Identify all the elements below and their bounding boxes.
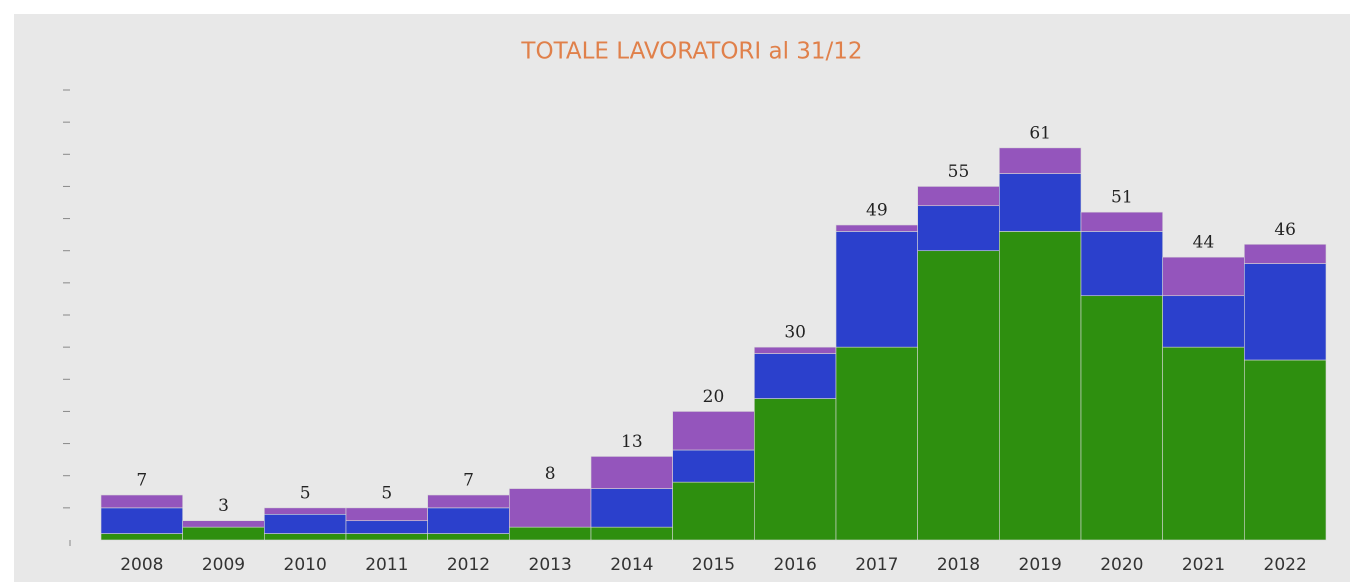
- bar-segment: [100, 494, 183, 509]
- bar-segment: [1244, 263, 1327, 361]
- total-label: 5: [381, 483, 392, 503]
- bar-segment: [345, 533, 428, 541]
- bar-segment: [672, 411, 755, 451]
- bar-segment: [427, 507, 510, 534]
- x-tick-label: 2021: [1182, 555, 1225, 575]
- bar-segment: [100, 533, 183, 541]
- bar-segment: [999, 173, 1082, 232]
- bar-segment: [509, 526, 592, 541]
- x-tick-label: 2016: [774, 555, 817, 575]
- total-label: 49: [866, 201, 888, 221]
- x-tick-label: 2008: [120, 555, 163, 575]
- total-label: 7: [136, 471, 147, 491]
- x-tick-label: 2014: [610, 555, 653, 575]
- bar-segment: [509, 488, 592, 528]
- bar-segment: [182, 520, 265, 528]
- bar-segment: [999, 147, 1082, 174]
- x-tick-label: 2019: [1019, 555, 1062, 575]
- bar-segment: [917, 205, 1000, 252]
- bar-segment: [590, 526, 673, 541]
- bar-segment: [1080, 211, 1163, 232]
- bar-segment: [1162, 346, 1245, 541]
- total-label: 46: [1274, 220, 1296, 240]
- bar-segment: [917, 250, 1000, 541]
- bar-segment: [672, 449, 755, 483]
- chart-title: TOTALE LAVORATORI al 31/12: [520, 39, 862, 65]
- bar-segment: [672, 481, 755, 541]
- bar-segment: [754, 346, 837, 354]
- bar-segment: [1244, 243, 1327, 264]
- bar-segment: [182, 526, 265, 541]
- total-label: 5: [300, 483, 311, 503]
- bar-segment: [1162, 295, 1245, 348]
- bar-segment: [835, 231, 918, 348]
- total-label: 13: [621, 432, 643, 452]
- bar-segment: [835, 346, 918, 541]
- bar-segment: [1244, 359, 1327, 541]
- bar-segment: [427, 494, 510, 509]
- x-tick-label: 2013: [529, 555, 572, 575]
- bar-segment: [100, 507, 183, 534]
- bar-segment: [1080, 295, 1163, 541]
- total-label: 8: [545, 464, 556, 484]
- bar-segment: [590, 456, 673, 489]
- x-tick-label: 2022: [1264, 555, 1307, 575]
- total-label: 30: [784, 323, 806, 343]
- total-label: 20: [703, 387, 725, 407]
- bar-segment: [754, 353, 837, 399]
- bar-segment: [345, 520, 428, 534]
- bar-segment: [754, 398, 837, 541]
- x-tick-label: 2018: [937, 555, 980, 575]
- bar-segment: [917, 186, 1000, 207]
- total-label: 7: [463, 471, 474, 491]
- total-label: 55: [948, 162, 970, 182]
- bar-segment: [264, 507, 347, 515]
- bar-segment: [264, 533, 347, 541]
- bar-segment: [1162, 256, 1245, 297]
- bar-segment: [345, 507, 428, 522]
- total-label: 3: [218, 496, 229, 516]
- bar-segment: [264, 513, 347, 534]
- x-tick-label: 2010: [284, 555, 327, 575]
- x-tick-label: 2015: [692, 555, 735, 575]
- total-label: 61: [1029, 123, 1051, 143]
- total-label: 44: [1193, 233, 1215, 253]
- bar-segment: [835, 224, 918, 232]
- total-label: 51: [1111, 188, 1133, 208]
- x-tick-label: 2020: [1100, 555, 1143, 575]
- bar-segment: [590, 488, 673, 528]
- x-tick-label: 2011: [365, 555, 408, 575]
- bar-segment: [427, 533, 510, 541]
- x-tick-label: 2012: [447, 555, 490, 575]
- x-tick-label: 2017: [855, 555, 898, 575]
- bar-segment: [1080, 231, 1163, 297]
- x-tick-label: 2009: [202, 555, 245, 575]
- bar-segment: [999, 231, 1082, 541]
